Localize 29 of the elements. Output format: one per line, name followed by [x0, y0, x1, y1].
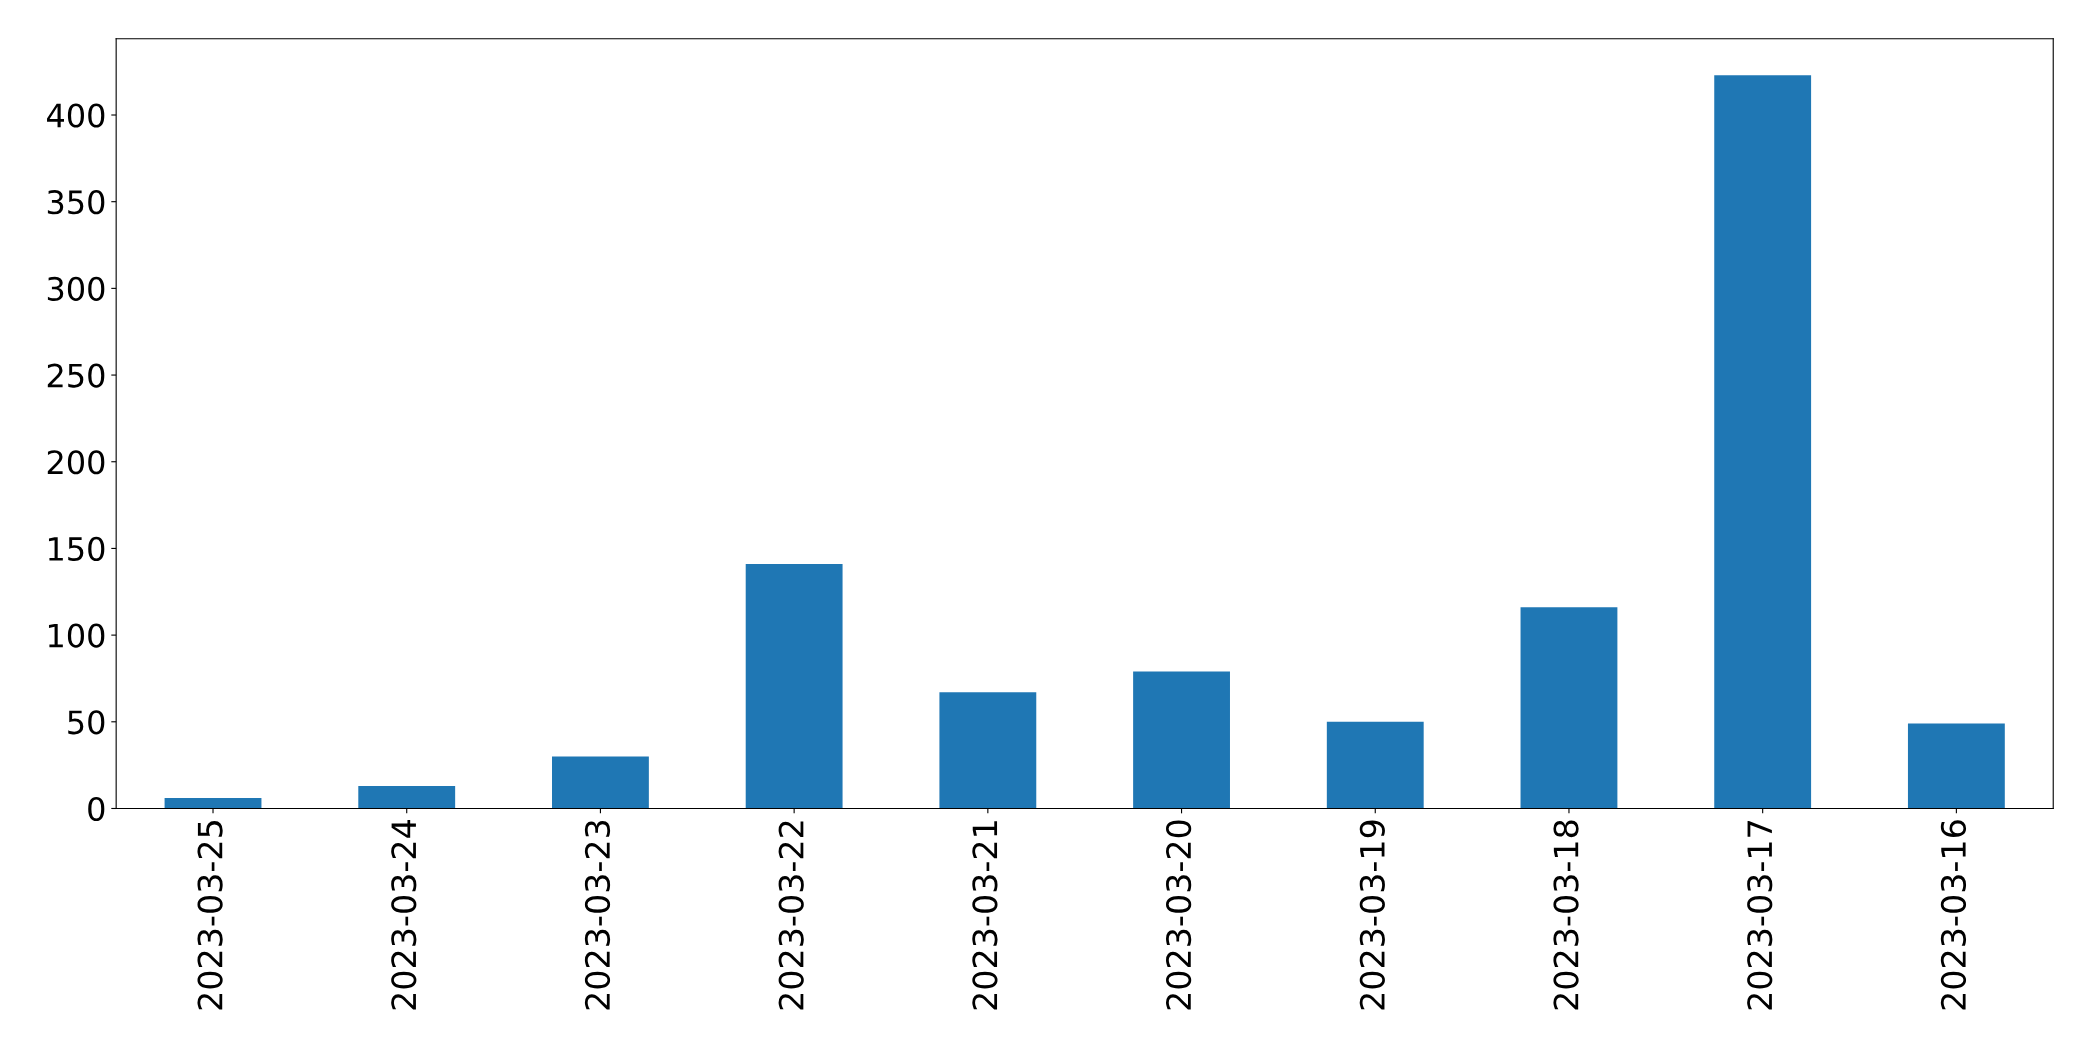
y-tick-label: 300 [47, 276, 105, 301]
x-tick-label: 2023-03-16 [1940, 820, 1967, 1010]
x-tick-label: 2023-03-24 [391, 820, 417, 1010]
y-tick-label: 350 [47, 190, 105, 215]
x-tick-label: 2023-03-22 [778, 821, 804, 1010]
bar [1907, 723, 2005, 809]
bar [1520, 607, 1618, 809]
x-tick-label: 2023-03-25 [197, 821, 223, 1010]
y-tick-label: 250 [47, 363, 105, 388]
x-tick-label: 2023-03-23 [584, 820, 611, 1010]
bar [939, 692, 1037, 809]
bar [1326, 721, 1424, 809]
bar [745, 564, 843, 809]
x-tick-label: 2023-03-17 [1747, 821, 1773, 1010]
y-tick-label: 400 [47, 103, 105, 128]
bar [358, 785, 456, 809]
bar [1714, 75, 1812, 809]
y-tick-label: 0 [88, 796, 105, 822]
x-tick-label: 2023-03-18 [1553, 820, 1579, 1010]
bar [1133, 671, 1230, 809]
x-tick-label: 2023-03-20 [1166, 820, 1192, 1010]
x-tick-label: 2023-03-21 [972, 821, 998, 1010]
y-tick-label: 150 [48, 536, 105, 562]
bar [164, 798, 262, 809]
bar [552, 756, 649, 809]
y-tick-label: 100 [48, 623, 105, 648]
y-tick-label: 50 [68, 710, 105, 735]
x-tick-label: 2023-03-19 [1359, 820, 1385, 1010]
y-tick-label: 200 [47, 450, 105, 475]
